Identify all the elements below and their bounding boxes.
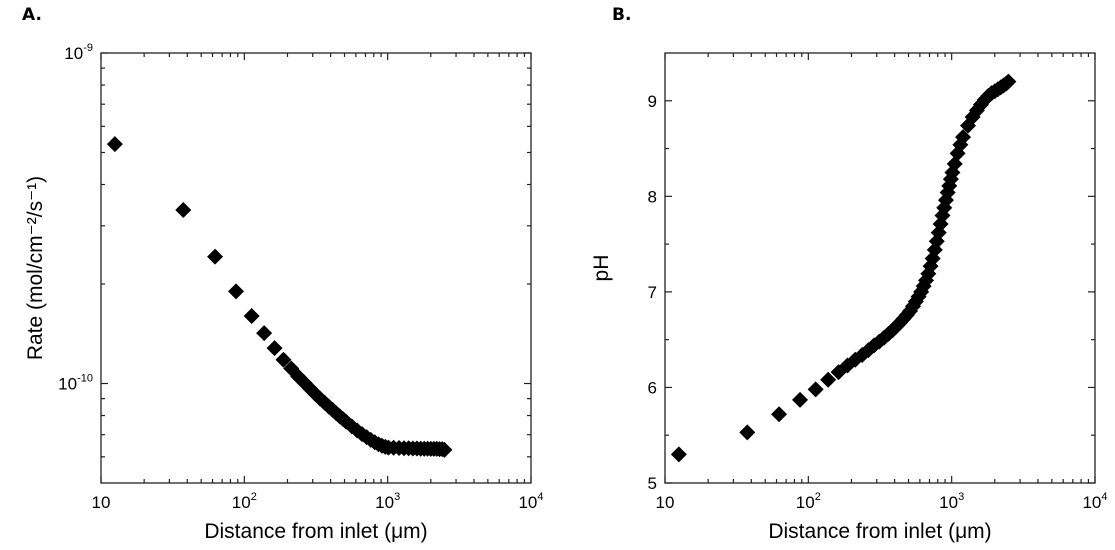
y-tick-label: 10-10 [58, 373, 93, 394]
x-tick-label: 102 [796, 491, 821, 512]
y-tick-label: 10-9 [64, 42, 93, 63]
data-point [175, 202, 191, 218]
data-point [256, 325, 272, 341]
axis-ticks-b [665, 53, 1095, 483]
y-axis-title-b: pH [590, 255, 613, 282]
y-tick-label: 6 [648, 378, 657, 397]
panel-label-a: A. [22, 5, 42, 25]
data-series-a [107, 136, 453, 458]
data-point [792, 392, 808, 408]
data-point [808, 381, 824, 397]
x-tick-label: 103 [939, 491, 964, 512]
data-point [739, 424, 755, 440]
y-tick-label: 5 [648, 474, 657, 493]
data-point [671, 446, 687, 462]
x-tick-label: 10 [656, 493, 675, 512]
data-point [207, 249, 223, 265]
data-point [267, 340, 283, 356]
y-axis-title-a: Rate (mol/cm⁻²/s⁻¹) [24, 176, 47, 360]
x-tick-label: 10 [92, 493, 111, 512]
panel-label-b: B. [612, 5, 631, 25]
chart-panel-a: A. 10 102 103 104 10-9 10-10 Distance from in… [22, 5, 544, 543]
x-tick-label: 103 [375, 491, 400, 512]
plot-frame-b [665, 53, 1095, 483]
data-series-b [671, 74, 1017, 463]
tick-labels-b: 10 102 103 104 5 6 7 8 9 [648, 92, 1108, 512]
chart-panel-b: B. 10 102 103 104 5 6 7 8 9 Distance from inlet … [590, 5, 1108, 543]
x-axis-title-b: Distance from inlet (μm) [768, 520, 991, 543]
x-tick-label: 104 [1082, 491, 1107, 512]
y-tick-label: 8 [648, 187, 657, 206]
data-point [228, 283, 244, 299]
y-tick-label: 9 [648, 92, 657, 111]
y-tick-label: 7 [648, 283, 657, 302]
x-axis-title-a: Distance from inlet (μm) [204, 520, 427, 543]
axis-ticks-a [101, 53, 531, 483]
x-tick-label: 104 [518, 491, 543, 512]
data-point [771, 406, 787, 422]
plot-frame-a [101, 53, 531, 483]
tick-labels-a: 10 102 103 104 10-9 10-10 [58, 42, 543, 512]
x-tick-label: 102 [232, 491, 257, 512]
data-point [244, 308, 260, 324]
data-point [107, 136, 123, 152]
